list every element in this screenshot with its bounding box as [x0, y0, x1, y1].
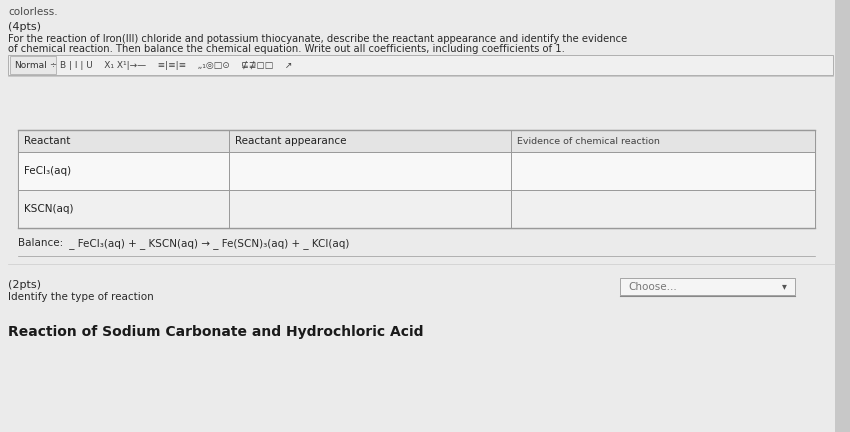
Text: colorless.: colorless.: [8, 7, 58, 17]
Text: Reactant appearance: Reactant appearance: [235, 136, 347, 146]
Bar: [8, 55, 833, 75]
Text: Normal: Normal: [14, 60, 47, 70]
Text: KSCN(aq): KSCN(aq): [24, 204, 73, 214]
Text: Choose...: Choose...: [628, 282, 677, 292]
Text: Reaction of Sodium Carbonate and Hydrochloric Acid: Reaction of Sodium Carbonate and Hydroch…: [8, 325, 423, 339]
Text: For the reaction of Iron(III) chloride and potassium thiocyanate, describe the r: For the reaction of Iron(III) chloride a…: [8, 34, 627, 44]
Bar: [620, 278, 795, 295]
Text: Evidence of chemical reaction: Evidence of chemical reaction: [517, 137, 660, 146]
Text: FeCl₃(aq): FeCl₃(aq): [24, 166, 71, 176]
Bar: [18, 130, 815, 152]
Text: Identify the type of reaction: Identify the type of reaction: [8, 292, 154, 302]
Text: (4pts): (4pts): [8, 22, 41, 32]
Text: ÷: ÷: [49, 60, 56, 70]
Text: B | I | U    X₁ X¹|→—    ≡|≡|≡    „₁◎□⊙    ⋢⋣▢□    ↗: B | I | U X₁ X¹|→— ≡|≡|≡ „₁◎□⊙ ⋢⋣▢□ ↗: [60, 60, 292, 70]
Bar: [10, 56, 56, 74]
Text: Balance:: Balance:: [18, 238, 63, 248]
Text: _ FeCl₃(aq) + _ KSCN(aq) → _ Fe(SCN)₃(aq) + _ KCl(aq): _ FeCl₃(aq) + _ KSCN(aq) → _ Fe(SCN)₃(aq…: [66, 238, 349, 249]
Text: of chemical reaction. Then balance the chemical equation. Write out all coeffici: of chemical reaction. Then balance the c…: [8, 44, 565, 54]
Text: (2pts): (2pts): [8, 280, 41, 290]
Bar: [18, 190, 815, 228]
Bar: [18, 130, 815, 228]
Text: Reactant: Reactant: [24, 136, 71, 146]
Bar: [18, 152, 815, 190]
Text: ▾: ▾: [782, 282, 787, 292]
